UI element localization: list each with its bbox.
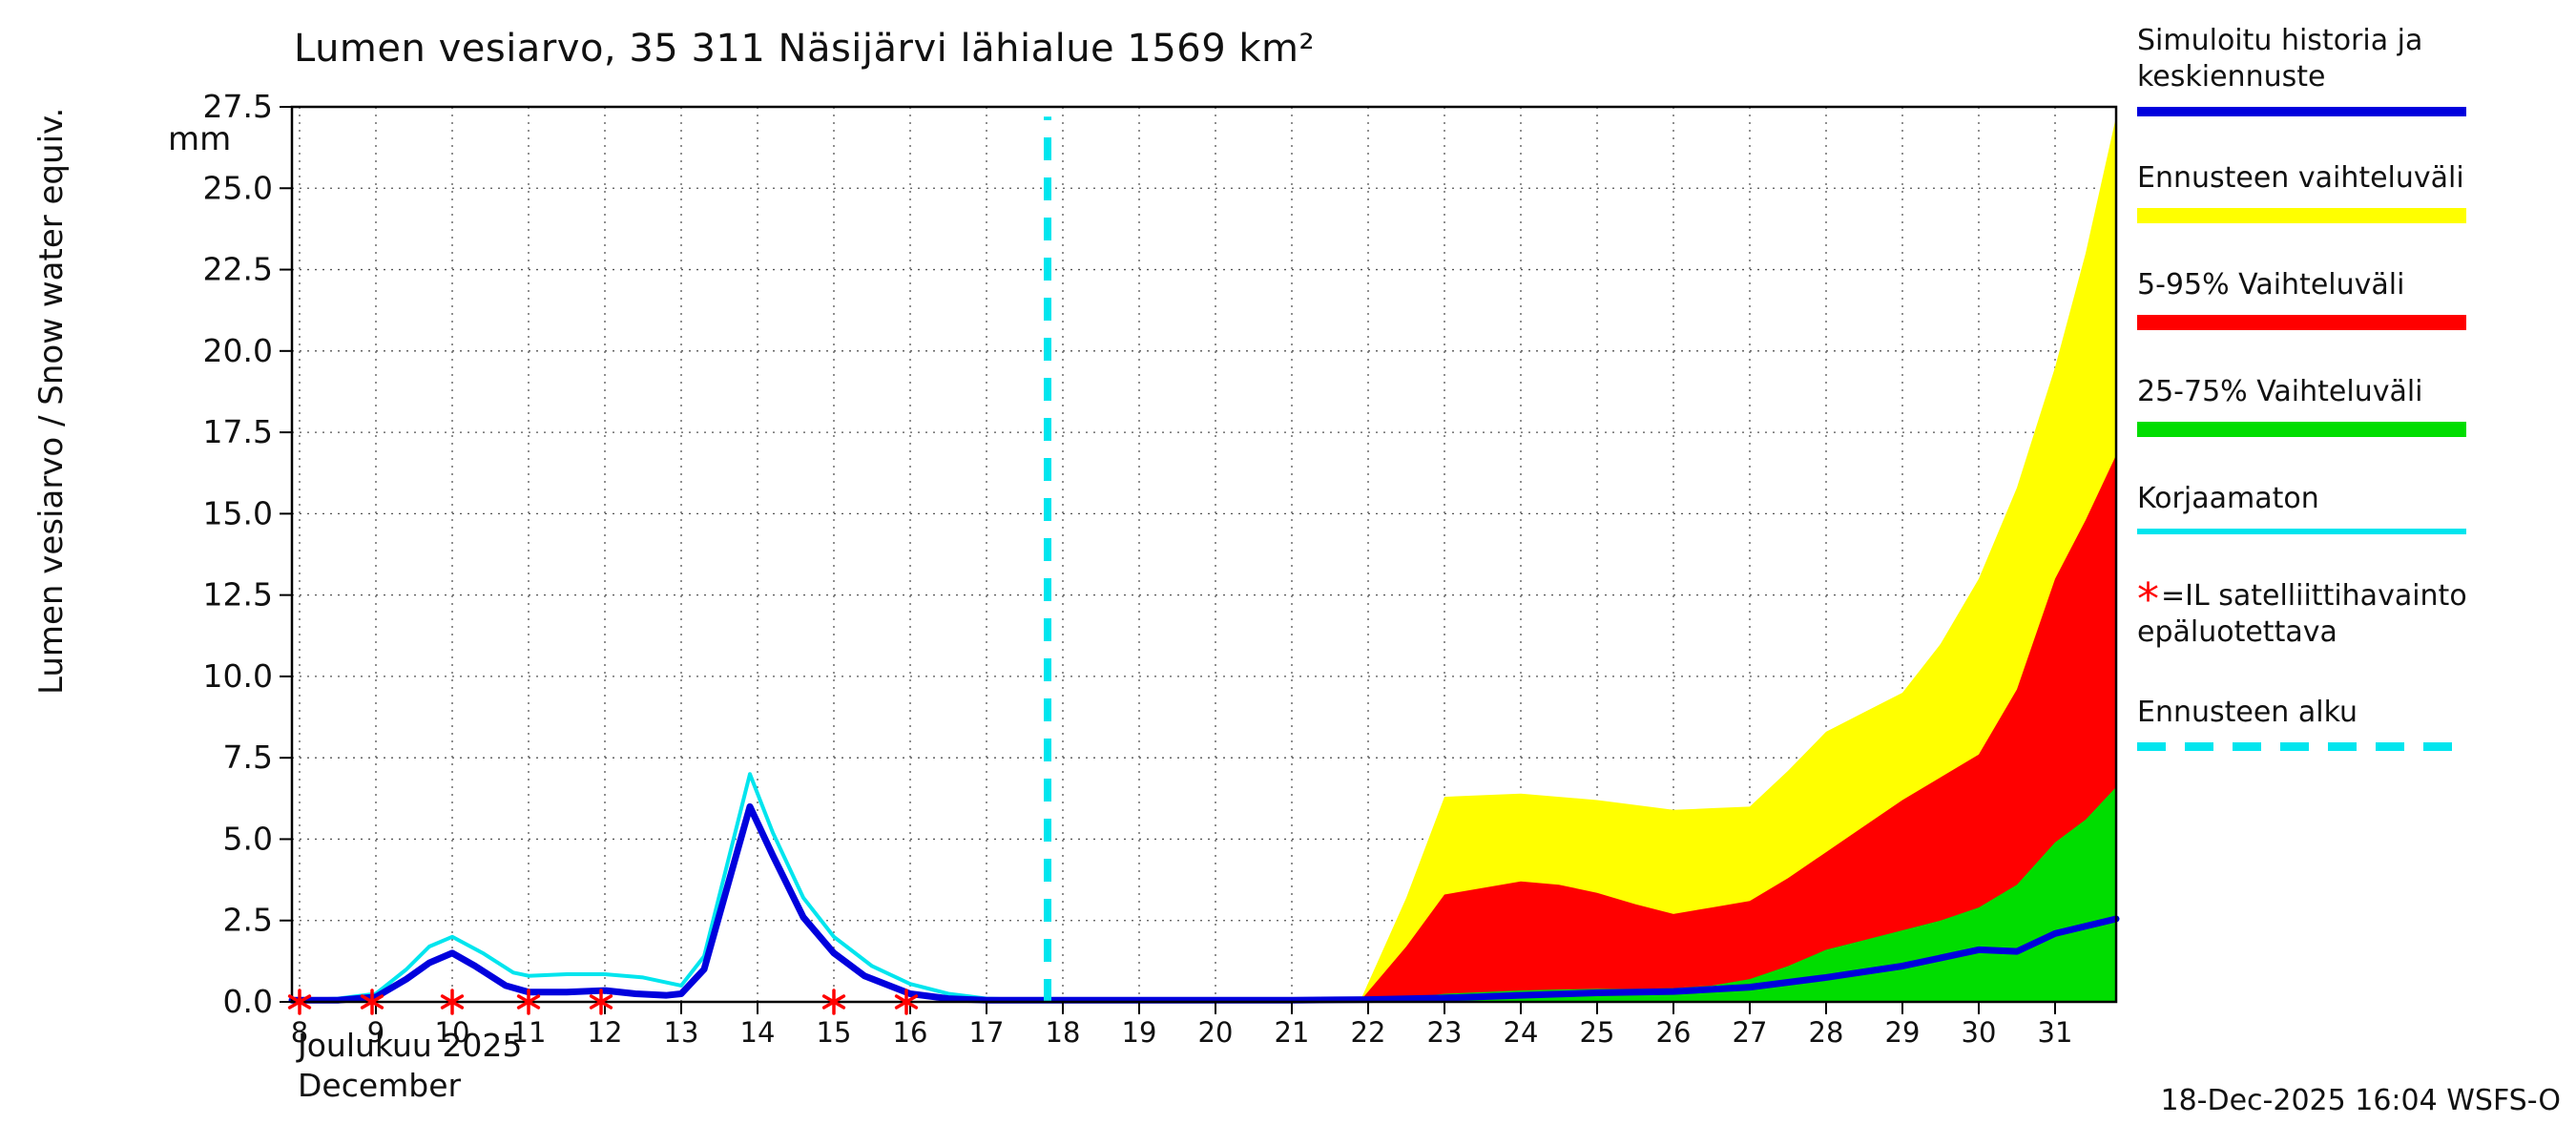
legend-swatch-dashed [2137,742,2466,751]
x-tick-label: 15 [817,1016,852,1049]
y-tick-label: 22.5 [203,251,273,288]
legend-item-label: Korjaamaton [2137,482,2319,515]
chart-title: Lumen vesiarvo, 35 311 Näsijärvi lähialu… [294,27,1316,71]
asterisk-marker-icon: * [2137,573,2159,625]
x-tick-label: 23 [1427,1016,1463,1049]
x-tick-label: 17 [969,1016,1005,1049]
legend-item-5: *=IL satelliittihavainto epäluotettava [2137,577,2566,651]
chart-legend: Simuloitu historia ja keskiennuste Ennust… [2137,23,2566,795]
y-axis-unit: mm [168,120,232,158]
band-5-95-vaihteluv-li [1361,454,2116,1002]
band-25-75-vaihteluv-li [1361,786,2116,1002]
legend-item-6: Ennusteen alku [2137,695,2566,751]
legend-item-3: 25-75% Vaihteluväli [2137,374,2566,437]
legend-item-0: Simuloitu historia ja keskiennuste [2137,23,2566,116]
timestamp: 18-Dec-2025 16:04 WSFS-O [2160,1084,2561,1117]
x-tick-label: 28 [1809,1016,1844,1049]
x-axis-month-label-fi: Joulukuu 2025 [298,1027,523,1064]
x-tick-label: 24 [1504,1016,1539,1049]
x-tick-label: 10 [435,1016,470,1049]
y-tick-label: 7.5 [223,739,273,776]
satellite-observation-marker [360,989,384,1015]
legend-swatch-thin [2137,529,2466,534]
band-ennusteen-vaihteluv-li [1361,116,2116,1002]
x-tick-label: 30 [1962,1016,1997,1049]
satellite-observation-marker [440,989,465,1015]
x-tick-label: 31 [2038,1016,2073,1049]
x-tick-label: 14 [740,1016,776,1049]
x-tick-label: 26 [1656,1016,1692,1049]
x-tick-label: 9 [367,1016,384,1049]
y-tick-label: 10.0 [203,657,273,695]
x-tick-label: 22 [1351,1016,1386,1049]
x-tick-label: 21 [1275,1016,1310,1049]
satellite-observation-marker [894,989,919,1015]
line-korjaamaton [290,772,1049,1003]
y-tick-label: 25.0 [203,169,273,206]
legend-item-label: Simuloitu historia ja keskiennuste [2137,24,2423,94]
legend-item-label: 5-95% Vaihteluväli [2137,268,2405,302]
line-simuloitu-historia-ja-keskiennuste [288,802,2120,1004]
satellite-observation-marker [516,989,541,1015]
plot-border [290,105,2118,1004]
legend-item-label: Ennusteen alku [2137,696,2358,729]
y-tick-label: 20.0 [203,332,273,369]
x-tick-label: 18 [1046,1016,1081,1049]
y-tick-label: 2.5 [223,902,273,939]
legend-item-label: *=IL satelliittihavainto epäluotettava [2137,577,2566,651]
legend-item-text: =IL satelliittihavainto epäluotettava [2137,579,2467,649]
y-tick-label: 12.5 [203,576,273,614]
y-tick-label: 5.0 [223,820,273,857]
x-tick-label: 11 [511,1016,547,1049]
x-tick-label: 16 [893,1016,928,1049]
legend-swatch-line [2137,107,2466,116]
x-tick-label: 12 [588,1016,623,1049]
legend-item-2: 5-95% Vaihteluväli [2137,267,2566,330]
x-tick-label: 8 [291,1016,308,1049]
x-tick-label: 29 [1885,1016,1921,1049]
x-tick-label: 13 [664,1016,699,1049]
legend-swatch-band [2137,422,2466,437]
satellite-observation-marker [821,989,846,1015]
x-tick-label: 20 [1198,1016,1234,1049]
legend-item-4: Korjaamaton [2137,481,2566,534]
x-tick-label: 27 [1733,1016,1768,1049]
x-tick-label: 25 [1580,1016,1615,1049]
y-tick-label: 27.5 [203,88,273,125]
legend-item-label: 25-75% Vaihteluväli [2137,375,2423,408]
y-tick-label: 0.0 [223,983,273,1020]
legend-item-label: Ennusteen vaihteluväli [2137,161,2464,195]
x-tick-label: 19 [1122,1016,1157,1049]
satellite-observation-marker [287,989,312,1015]
legend-item-1: Ennusteen vaihteluväli [2137,160,2566,223]
x-axis-month-label-en: December [298,1067,462,1104]
legend-swatch-band [2137,208,2466,223]
y-tick-label: 15.0 [203,494,273,531]
y-tick-label: 17.5 [203,413,273,450]
satellite-observation-marker [589,989,613,1015]
legend-swatch-band [2137,315,2466,330]
